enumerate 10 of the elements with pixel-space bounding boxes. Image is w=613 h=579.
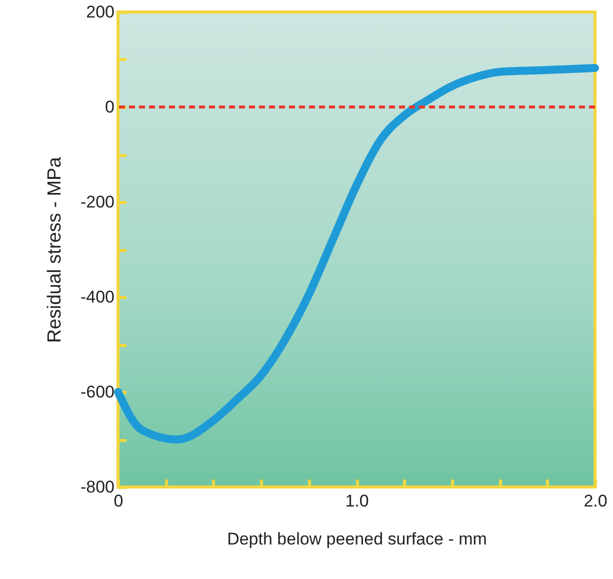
y-tick-label: -800 bbox=[80, 478, 114, 496]
y-tick-label: 200 bbox=[86, 2, 114, 22]
y-tick-label: -400 bbox=[80, 288, 114, 306]
x-axis-title: Depth below peened surface - mm bbox=[227, 530, 487, 548]
y-tick-label: -600 bbox=[80, 382, 114, 402]
y-tick-label: 0 bbox=[105, 98, 114, 116]
y-axis-title: Residual stress - MPa bbox=[44, 156, 66, 343]
x-tick-label: 1.0 bbox=[345, 492, 369, 510]
y-tick-label: -200 bbox=[80, 192, 114, 212]
x-tick-label: 2.0 bbox=[584, 492, 608, 510]
